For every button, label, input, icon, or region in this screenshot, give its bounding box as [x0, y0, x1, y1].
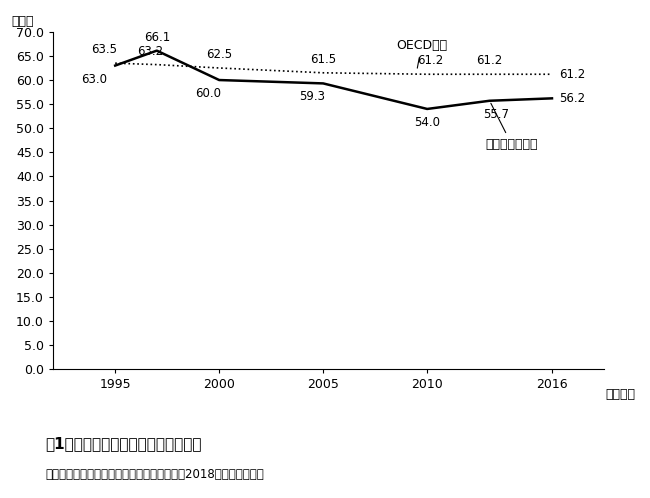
Text: （年度）: （年度） — [605, 388, 635, 401]
Text: 62.5: 62.5 — [206, 48, 232, 61]
Text: 63.2: 63.2 — [136, 45, 163, 58]
Text: 55.7: 55.7 — [484, 108, 510, 121]
Text: 60.0: 60.0 — [195, 87, 221, 100]
Text: 図1　韓国における労働分錠率の推移: 図1 韓国における労働分錠率の推移 — [46, 436, 202, 451]
Text: 61.5: 61.5 — [310, 53, 336, 66]
Text: （％）: （％） — [12, 15, 34, 28]
Text: 61.2: 61.2 — [559, 68, 585, 81]
Text: 56.2: 56.2 — [559, 92, 585, 105]
Text: 労働所得分配率: 労働所得分配率 — [486, 103, 538, 151]
Text: 61.2: 61.2 — [476, 54, 502, 67]
Text: 63.0: 63.0 — [81, 73, 107, 86]
Text: 59.3: 59.3 — [299, 90, 325, 104]
Text: 63.5: 63.5 — [91, 43, 117, 56]
Text: 66.1: 66.1 — [144, 31, 170, 44]
Text: OECD平均: OECD平均 — [396, 39, 447, 68]
Text: 資料：韓国労働研究院「労働レビュー８月」2018年、より引用。: 資料：韓国労働研究院「労働レビュー８月」2018年、より引用。 — [46, 468, 265, 481]
Text: 61.2: 61.2 — [417, 54, 443, 67]
Text: 54.0: 54.0 — [414, 116, 440, 129]
